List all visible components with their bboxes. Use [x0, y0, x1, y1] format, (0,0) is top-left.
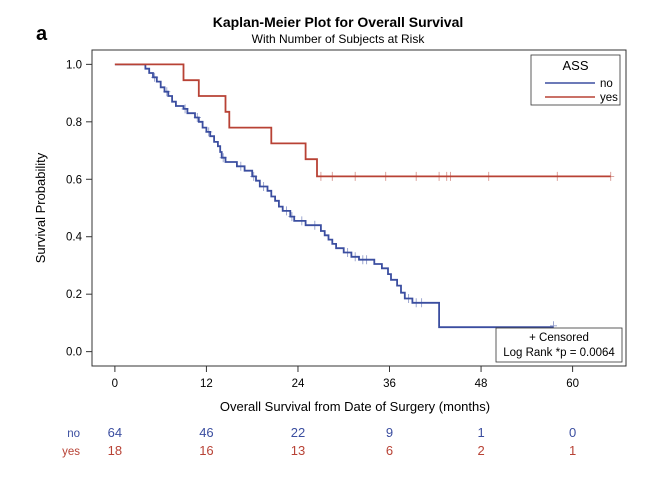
- censor-mark-no: [237, 161, 245, 171]
- censor-mark-no: [260, 182, 268, 191]
- risk-count-no: 9: [386, 425, 393, 440]
- censor-mark-no: [311, 220, 319, 230]
- annotation-box: + Censored Log Rank *p = 0.0064: [495, 327, 623, 363]
- censor-mark-yes: [447, 171, 454, 181]
- y-axis: 0.0 0.2 0.4 0.6 0.8 1.0: [66, 59, 92, 359]
- risk-row-label-yes: yes: [62, 446, 80, 458]
- censor-mark-yes: [435, 171, 443, 181]
- y-tick-label: 1.0: [66, 59, 82, 71]
- y-tick-label: 0.0: [66, 347, 82, 359]
- risk-table: no 64 46 22 9 1 0 yes 18 16 13 6 2 1: [62, 425, 576, 458]
- risk-count-no: 1: [477, 425, 484, 440]
- y-tick-label: 0.8: [66, 117, 82, 129]
- legend-entry-no: no: [600, 78, 613, 90]
- series-layer: [114, 63, 615, 331]
- y-tick-label: 0.4: [66, 232, 83, 244]
- risk-count-yes: 13: [291, 443, 305, 458]
- annotation-frame: [495, 327, 623, 363]
- risk-count-no: 46: [199, 425, 213, 440]
- x-axis: 0 12 24 36 48 60: [112, 366, 579, 390]
- censor-mark-yes: [351, 171, 359, 181]
- x-tick-label: 0: [112, 378, 118, 390]
- censor-mark-yes: [328, 171, 336, 181]
- chart-subtitle: With Number of Subjects at Risk: [252, 32, 426, 46]
- risk-count-no: 64: [108, 425, 122, 440]
- plot-frame: [91, 49, 627, 367]
- censor-mark-no: [250, 171, 258, 181]
- censored-note: + Censored: [529, 332, 589, 344]
- risk-count-yes: 6: [386, 443, 393, 458]
- censor-mark-no: [351, 252, 359, 262]
- log-rank-note: Log Rank *p = 0.0064: [503, 347, 615, 359]
- x-tick-label: 48: [475, 378, 488, 390]
- risk-count-no: 22: [291, 425, 305, 440]
- x-tick-label: 12: [200, 378, 213, 390]
- panel-label: a: [36, 23, 48, 45]
- y-tick-label: 0.2: [66, 289, 82, 301]
- censor-mark-no: [363, 255, 371, 265]
- risk-count-yes: 18: [108, 443, 122, 458]
- legend: ASS no yes: [530, 54, 621, 106]
- x-axis-label: Overall Survival from Date of Surgery (m…: [220, 399, 490, 414]
- censor-mark-no: [219, 153, 227, 163]
- censor-mark-no: [193, 113, 201, 122]
- censor-mark-yes: [317, 171, 325, 181]
- censor-mark-no: [151, 72, 159, 82]
- risk-count-yes: 2: [477, 443, 484, 458]
- survival-curve-no: [114, 63, 554, 329]
- censor-mark-no: [205, 127, 213, 137]
- censor-mark-no: [288, 212, 296, 222]
- risk-count-no: 0: [569, 425, 576, 440]
- censor-mark-yes: [382, 171, 390, 181]
- chart-title: Kaplan-Meier Plot for Overall Survival: [213, 14, 464, 30]
- censor-mark-no: [298, 216, 306, 226]
- survival-curve-yes: [114, 63, 611, 178]
- censor-mark-no: [181, 104, 189, 114]
- censor-mark-yes: [485, 171, 493, 181]
- risk-row-label-no: no: [67, 428, 80, 440]
- x-tick-label: 60: [566, 378, 579, 390]
- x-tick-label: 24: [292, 378, 305, 390]
- legend-entry-yes: yes: [600, 92, 618, 104]
- censor-mark-yes: [553, 171, 561, 181]
- risk-count-yes: 16: [199, 443, 213, 458]
- legend-title: ASS: [562, 58, 588, 73]
- censor-mark-no: [344, 248, 352, 257]
- censor-mark-no: [163, 87, 171, 97]
- censor-mark-no: [418, 298, 426, 308]
- censor-mark-no: [405, 294, 413, 303]
- x-tick-label: 36: [383, 378, 396, 390]
- censor-mark-yes: [412, 171, 420, 181]
- censor-mark-yes: [607, 171, 615, 181]
- y-tick-label: 0.6: [66, 174, 82, 186]
- y-axis-label: Survival Probability: [33, 152, 48, 263]
- risk-count-yes: 1: [569, 443, 576, 458]
- censor-mark-no: [283, 206, 290, 216]
